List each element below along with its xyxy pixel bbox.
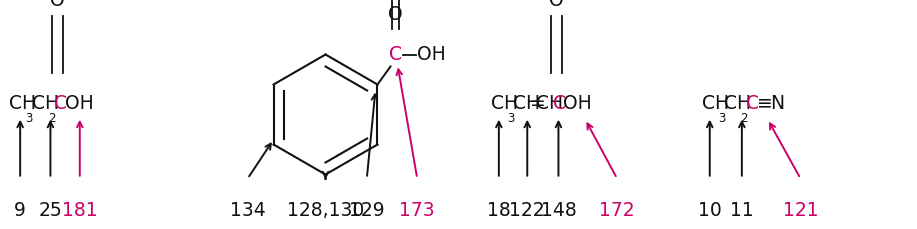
Text: O: O xyxy=(548,0,563,9)
Text: 172: 172 xyxy=(600,201,635,220)
Text: 128,130: 128,130 xyxy=(287,201,364,220)
Text: 181: 181 xyxy=(62,201,97,220)
Text: O: O xyxy=(388,5,403,24)
Text: CH: CH xyxy=(536,94,563,112)
Text: 9: 9 xyxy=(15,201,26,220)
Text: N: N xyxy=(770,94,785,112)
Text: CH: CH xyxy=(514,94,540,112)
Text: 122: 122 xyxy=(510,201,545,220)
Text: CH: CH xyxy=(9,94,37,112)
Text: CH: CH xyxy=(702,94,729,112)
Text: 10: 10 xyxy=(698,201,722,220)
Text: =: = xyxy=(530,94,546,112)
Text: O: O xyxy=(50,0,64,9)
Text: C: C xyxy=(54,94,67,112)
Text: C: C xyxy=(746,94,759,112)
Text: 18: 18 xyxy=(487,201,511,220)
Text: C: C xyxy=(389,45,402,64)
Text: C: C xyxy=(553,94,566,112)
Text: 2: 2 xyxy=(49,112,56,125)
Text: CH: CH xyxy=(32,94,59,112)
Text: 3: 3 xyxy=(718,112,725,125)
Text: 2: 2 xyxy=(741,112,748,125)
Text: 173: 173 xyxy=(400,201,435,220)
Text: CH: CH xyxy=(491,94,518,112)
Text: 11: 11 xyxy=(730,201,754,220)
Text: 25: 25 xyxy=(39,201,62,220)
Text: OH: OH xyxy=(563,94,591,112)
Text: 3: 3 xyxy=(26,112,33,125)
Text: OH: OH xyxy=(417,45,447,64)
Text: 129: 129 xyxy=(349,201,384,220)
Text: OH: OH xyxy=(65,94,94,112)
Text: 121: 121 xyxy=(783,201,818,220)
Text: 134: 134 xyxy=(230,201,265,220)
Text: CH: CH xyxy=(724,94,751,112)
Text: 148: 148 xyxy=(541,201,576,220)
Text: 3: 3 xyxy=(507,112,514,125)
Text: ≡: ≡ xyxy=(757,94,773,112)
